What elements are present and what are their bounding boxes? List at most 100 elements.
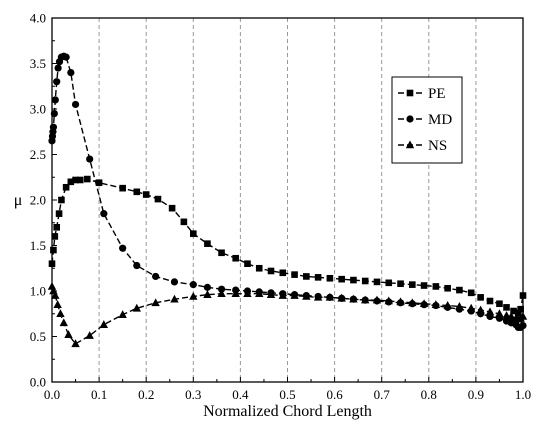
data-point-ns [231, 289, 240, 298]
data-point-ns [396, 297, 405, 306]
data-point-pe [154, 195, 162, 203]
data-point-ns [217, 289, 226, 298]
data-point-ns [443, 301, 452, 309]
data-point-pe [58, 196, 65, 204]
x-tick-label: 0.1 [91, 387, 107, 402]
data-point-ns [431, 300, 441, 308]
data-point-pe [244, 260, 251, 267]
data-point-pe [133, 188, 141, 196]
x-tick-label: 0.7 [374, 387, 391, 402]
legend-marker-pe [406, 89, 414, 97]
data-point-pe [51, 233, 59, 240]
data-point-pe [76, 176, 84, 184]
y-tick-label: 3.0 [30, 102, 46, 117]
data-point-ns [99, 320, 109, 328]
data-point-ns [56, 309, 65, 318]
data-point-pe [409, 281, 416, 288]
data-point-ns [59, 318, 68, 327]
data-point-ns [266, 290, 276, 298]
data-point-pe [142, 191, 150, 198]
data-point-md [203, 283, 212, 291]
series-line-ns [51, 286, 524, 345]
data-point-ns [361, 295, 370, 304]
legend-label-md: MD [428, 112, 452, 128]
data-point-pe [432, 283, 440, 290]
grid-lines [98, 18, 477, 382]
data-point-ns [71, 339, 80, 348]
data-point-pe [350, 276, 357, 284]
data-point-ns [507, 311, 516, 320]
data-point-md [67, 69, 75, 77]
data-point-pe [267, 267, 275, 275]
y-tick-label: 0.0 [30, 375, 46, 390]
data-point-ns [372, 295, 382, 304]
data-point-ns [408, 298, 417, 307]
data-point-pe [55, 210, 63, 217]
y-tick-label: 1.5 [30, 238, 46, 253]
data-point-ns [485, 307, 495, 316]
data-point-ns [255, 289, 264, 298]
x-tick-label: 1.0 [515, 387, 531, 402]
data-point-ns [189, 291, 198, 300]
series-pe [48, 175, 527, 317]
data-point-pe [95, 179, 103, 187]
data-point-pe [338, 275, 345, 283]
data-point-pe [50, 246, 57, 254]
data-point-pe [62, 183, 70, 191]
x-tick-label: 0.2 [138, 387, 154, 402]
legend: PE MD NS [391, 76, 463, 164]
data-point-pe [420, 282, 428, 289]
data-point-pe [72, 176, 79, 184]
data-point-pe [84, 175, 91, 183]
data-point-ns [243, 289, 252, 298]
data-point-pe [291, 271, 298, 278]
y-tick-label: 4.0 [30, 11, 46, 26]
x-tick-label: 0.9 [468, 387, 484, 402]
series-layer [47, 52, 528, 348]
data-point-pe [503, 304, 510, 311]
y-axis-label: μ [14, 192, 23, 209]
data-point-ns [290, 291, 299, 299]
series-ns [47, 281, 528, 348]
y-tick-label: 2.0 [30, 193, 46, 208]
data-point-ns [466, 303, 476, 312]
data-point-ns [455, 301, 464, 310]
data-point-pe [168, 204, 176, 212]
data-point-ns [151, 298, 160, 307]
data-point-md [53, 78, 61, 86]
data-point-pe [477, 294, 484, 301]
y-tick-label: 0.5 [30, 329, 46, 344]
y-tick-label: 3.5 [30, 56, 46, 71]
data-point-ns [170, 294, 179, 303]
data-point-md [217, 285, 226, 293]
x-tick-label: 0.3 [185, 387, 201, 402]
data-point-ns [302, 291, 311, 300]
data-point-ns [384, 296, 393, 305]
data-point-pe [279, 269, 287, 277]
data-point-pe [204, 240, 211, 247]
data-point-ns [325, 292, 335, 301]
data-point-pe [467, 289, 475, 297]
data-point-md [189, 281, 197, 289]
data-point-pe [510, 307, 517, 315]
data-point-ns [313, 292, 323, 301]
data-point-pe [190, 230, 197, 237]
data-point-ns [349, 294, 358, 303]
data-point-pe [255, 264, 263, 272]
data-point-pe [326, 274, 334, 282]
data-point-pe [119, 184, 126, 192]
data-point-pe [397, 280, 404, 288]
data-point-pe [496, 300, 503, 308]
data-point-ns [337, 293, 346, 302]
data-point-pe [385, 279, 393, 287]
x-tick-label: 0.0 [44, 387, 60, 402]
legend-label-pe: PE [428, 86, 446, 102]
data-point-pe [303, 273, 310, 280]
data-point-ns [419, 299, 429, 308]
y-tick-label: 1.0 [30, 284, 46, 299]
data-point-md [119, 244, 127, 252]
legend-marker-ns [405, 140, 415, 149]
data-point-md [62, 53, 70, 61]
